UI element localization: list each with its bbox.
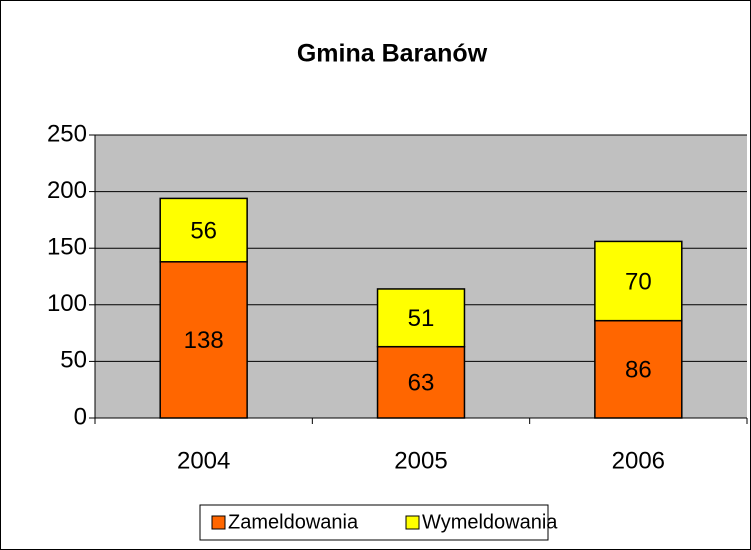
data-label: 56 <box>190 217 217 244</box>
data-label: 51 <box>408 305 435 332</box>
data-label: 63 <box>408 370 435 397</box>
bar-segment <box>159 197 248 263</box>
legend-label: Zameldowania <box>228 511 359 533</box>
y-tick-label: 200 <box>47 177 87 204</box>
data-label: 70 <box>625 268 652 295</box>
legend-swatch <box>211 515 226 530</box>
y-tick-label: 50 <box>60 347 87 374</box>
legend-label: Wymeldowania <box>422 511 558 533</box>
legend-box <box>199 504 549 541</box>
y-tick-label: 250 <box>47 120 87 147</box>
bar-segment <box>376 288 466 348</box>
legend-swatch <box>405 515 420 530</box>
data-label: 86 <box>625 357 652 384</box>
bar-segment <box>159 261 248 419</box>
y-tick-label: 100 <box>47 290 87 317</box>
x-tick-label: 2005 <box>394 447 447 474</box>
bar-segment <box>594 319 683 419</box>
data-label: 138 <box>184 327 224 354</box>
chart-title: Gmina Baranów <box>297 40 488 68</box>
bar-segment <box>594 240 683 322</box>
y-tick-label: 150 <box>47 234 87 261</box>
y-tick-label: 0 <box>74 403 87 430</box>
x-tick-label: 2006 <box>612 447 665 474</box>
x-tick-label: 2004 <box>177 447 230 474</box>
